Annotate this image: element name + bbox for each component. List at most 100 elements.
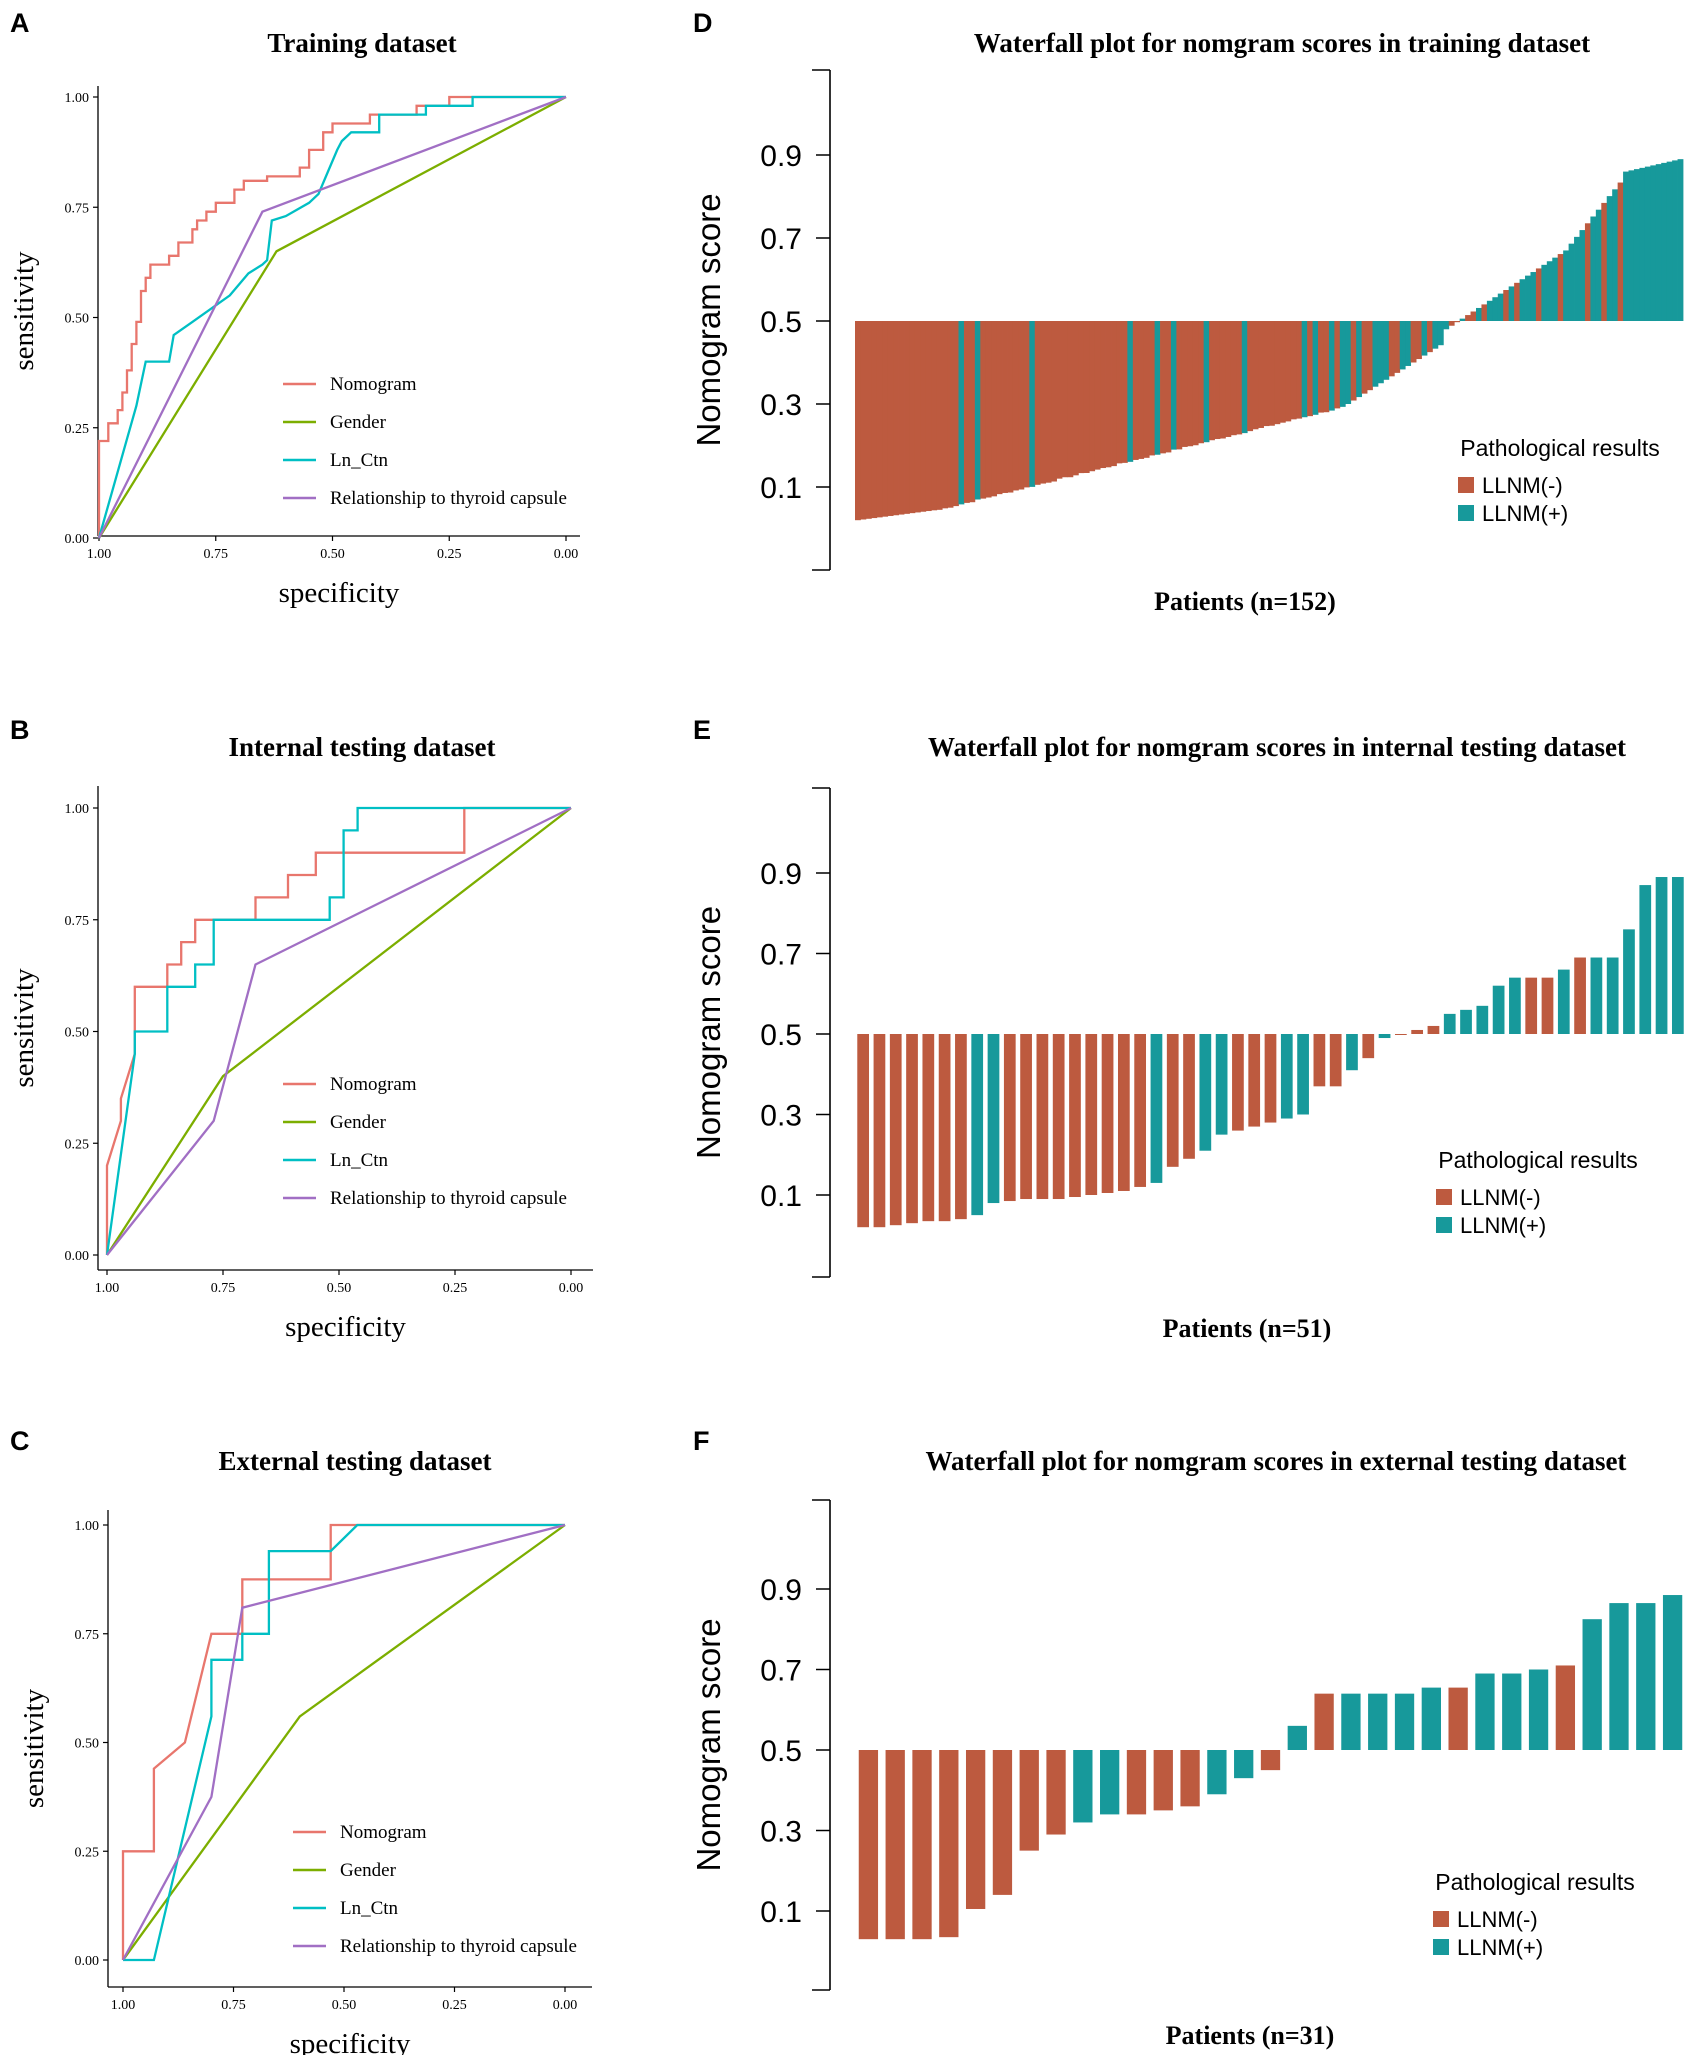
bar xyxy=(1574,957,1586,1034)
bar xyxy=(887,321,894,516)
x-tick-label: 0.00 xyxy=(554,547,579,562)
bar xyxy=(1460,1009,1472,1034)
bar xyxy=(1040,321,1047,484)
bar xyxy=(947,321,954,508)
y-axis-label: Nomogram score xyxy=(690,906,727,1159)
bar xyxy=(1339,321,1346,407)
bar xyxy=(1334,321,1341,409)
bar xyxy=(1476,307,1482,321)
chart-title: Internal testing dataset xyxy=(229,732,496,762)
bar xyxy=(1083,321,1090,473)
bar xyxy=(1639,885,1652,1034)
legend-label: Nomogram xyxy=(330,1074,417,1095)
bar xyxy=(1497,293,1504,321)
bar xyxy=(1519,279,1526,321)
bar xyxy=(980,321,987,499)
bar xyxy=(1617,182,1624,321)
bar xyxy=(992,1750,1013,1895)
y-axis-label: sensitivity xyxy=(18,1688,50,1808)
bar xyxy=(1421,321,1428,356)
bar xyxy=(1502,1673,1522,1750)
bar xyxy=(1448,1687,1468,1750)
bar xyxy=(1219,321,1226,439)
bar xyxy=(1476,1005,1489,1034)
roc-line-ln-ctn xyxy=(105,806,571,1256)
bar xyxy=(1394,1034,1407,1035)
y-tick-label: 0.9 xyxy=(760,858,802,891)
bar xyxy=(1437,321,1444,346)
x-tick-label: 0.75 xyxy=(204,547,229,562)
y-tick-label: 0.3 xyxy=(760,1100,802,1133)
bar xyxy=(1650,165,1657,322)
bar xyxy=(1313,1034,1326,1087)
bar xyxy=(1126,1750,1147,1815)
bar xyxy=(1020,1034,1032,1200)
roc-line-relationship-to-thyroid-capsule xyxy=(121,1523,566,1961)
bar xyxy=(1426,321,1433,353)
legend-label: LLNM(-) xyxy=(1460,1185,1541,1210)
y-tick-label: 0.75 xyxy=(65,914,90,929)
y-tick-label: 0.7 xyxy=(760,223,802,256)
bar xyxy=(1297,1034,1309,1115)
legend-title: Pathological results xyxy=(1438,1147,1637,1173)
bar xyxy=(1045,321,1052,483)
roc-panel-C: C External testing dataset 0.00 0.25 0.50 0.7… xyxy=(10,1426,592,2055)
bar xyxy=(953,321,959,507)
bar xyxy=(1149,321,1156,456)
legend-label: Nomogram xyxy=(330,374,417,395)
bar xyxy=(1655,877,1668,1034)
bar xyxy=(1509,977,1521,1034)
bar xyxy=(1372,321,1379,387)
bar xyxy=(955,1034,967,1220)
bar xyxy=(1287,1725,1307,1750)
bar xyxy=(1555,1665,1576,1750)
bar xyxy=(1176,321,1183,450)
bar xyxy=(958,321,965,505)
legend-label: Gender xyxy=(330,1112,387,1133)
bar xyxy=(871,321,878,519)
bar xyxy=(1514,282,1520,321)
bar xyxy=(965,1750,986,1909)
bar xyxy=(1078,321,1085,474)
legend-label: Nomogram xyxy=(340,1822,427,1843)
bar xyxy=(1051,321,1057,482)
bar xyxy=(1341,1693,1361,1750)
chart-title: Waterfall plot for nomgram scores in tra… xyxy=(974,28,1590,58)
bar xyxy=(1105,321,1112,468)
bar xyxy=(909,321,916,514)
bar xyxy=(860,321,867,520)
bar xyxy=(1012,321,1019,491)
bar xyxy=(1280,1034,1293,1119)
bar xyxy=(1541,977,1554,1034)
bar xyxy=(1290,321,1297,420)
bar xyxy=(1160,321,1166,454)
x-axis-label: Patients (n=51) xyxy=(1163,1314,1332,1343)
waterfall-panel-D: D Waterfall plot for nomgram scores in tr… xyxy=(690,8,1684,616)
bar xyxy=(1574,236,1580,321)
legend-label: Relationship to thyroid capsule xyxy=(330,488,567,509)
legend-label: LLNM(+) xyxy=(1482,501,1568,526)
y-tick-label: 0.5 xyxy=(760,1735,802,1768)
y-tick-label: 0.3 xyxy=(760,389,802,422)
x-axis-label: Patients (n=31) xyxy=(1166,2021,1335,2050)
bar xyxy=(898,321,905,515)
bar xyxy=(1410,321,1417,363)
roc-line-gender xyxy=(106,807,572,1256)
bar xyxy=(1036,1034,1049,1200)
x-tick-label: 1.00 xyxy=(111,1998,136,2013)
bar xyxy=(1590,216,1597,321)
bar xyxy=(1662,1595,1683,1750)
bar xyxy=(1018,321,1025,490)
legend-label: LLNM(+) xyxy=(1457,1935,1543,1960)
x-tick-label: 1.00 xyxy=(87,547,112,562)
bar xyxy=(1350,321,1357,401)
bar xyxy=(1215,1034,1228,1135)
bar xyxy=(1601,202,1608,321)
y-tick-label: 0.9 xyxy=(760,1574,802,1607)
y-tick-label: 0.75 xyxy=(65,201,90,216)
bar xyxy=(1314,1693,1334,1750)
bar xyxy=(1264,1034,1277,1123)
bar xyxy=(1492,297,1499,321)
bar xyxy=(1590,957,1603,1034)
